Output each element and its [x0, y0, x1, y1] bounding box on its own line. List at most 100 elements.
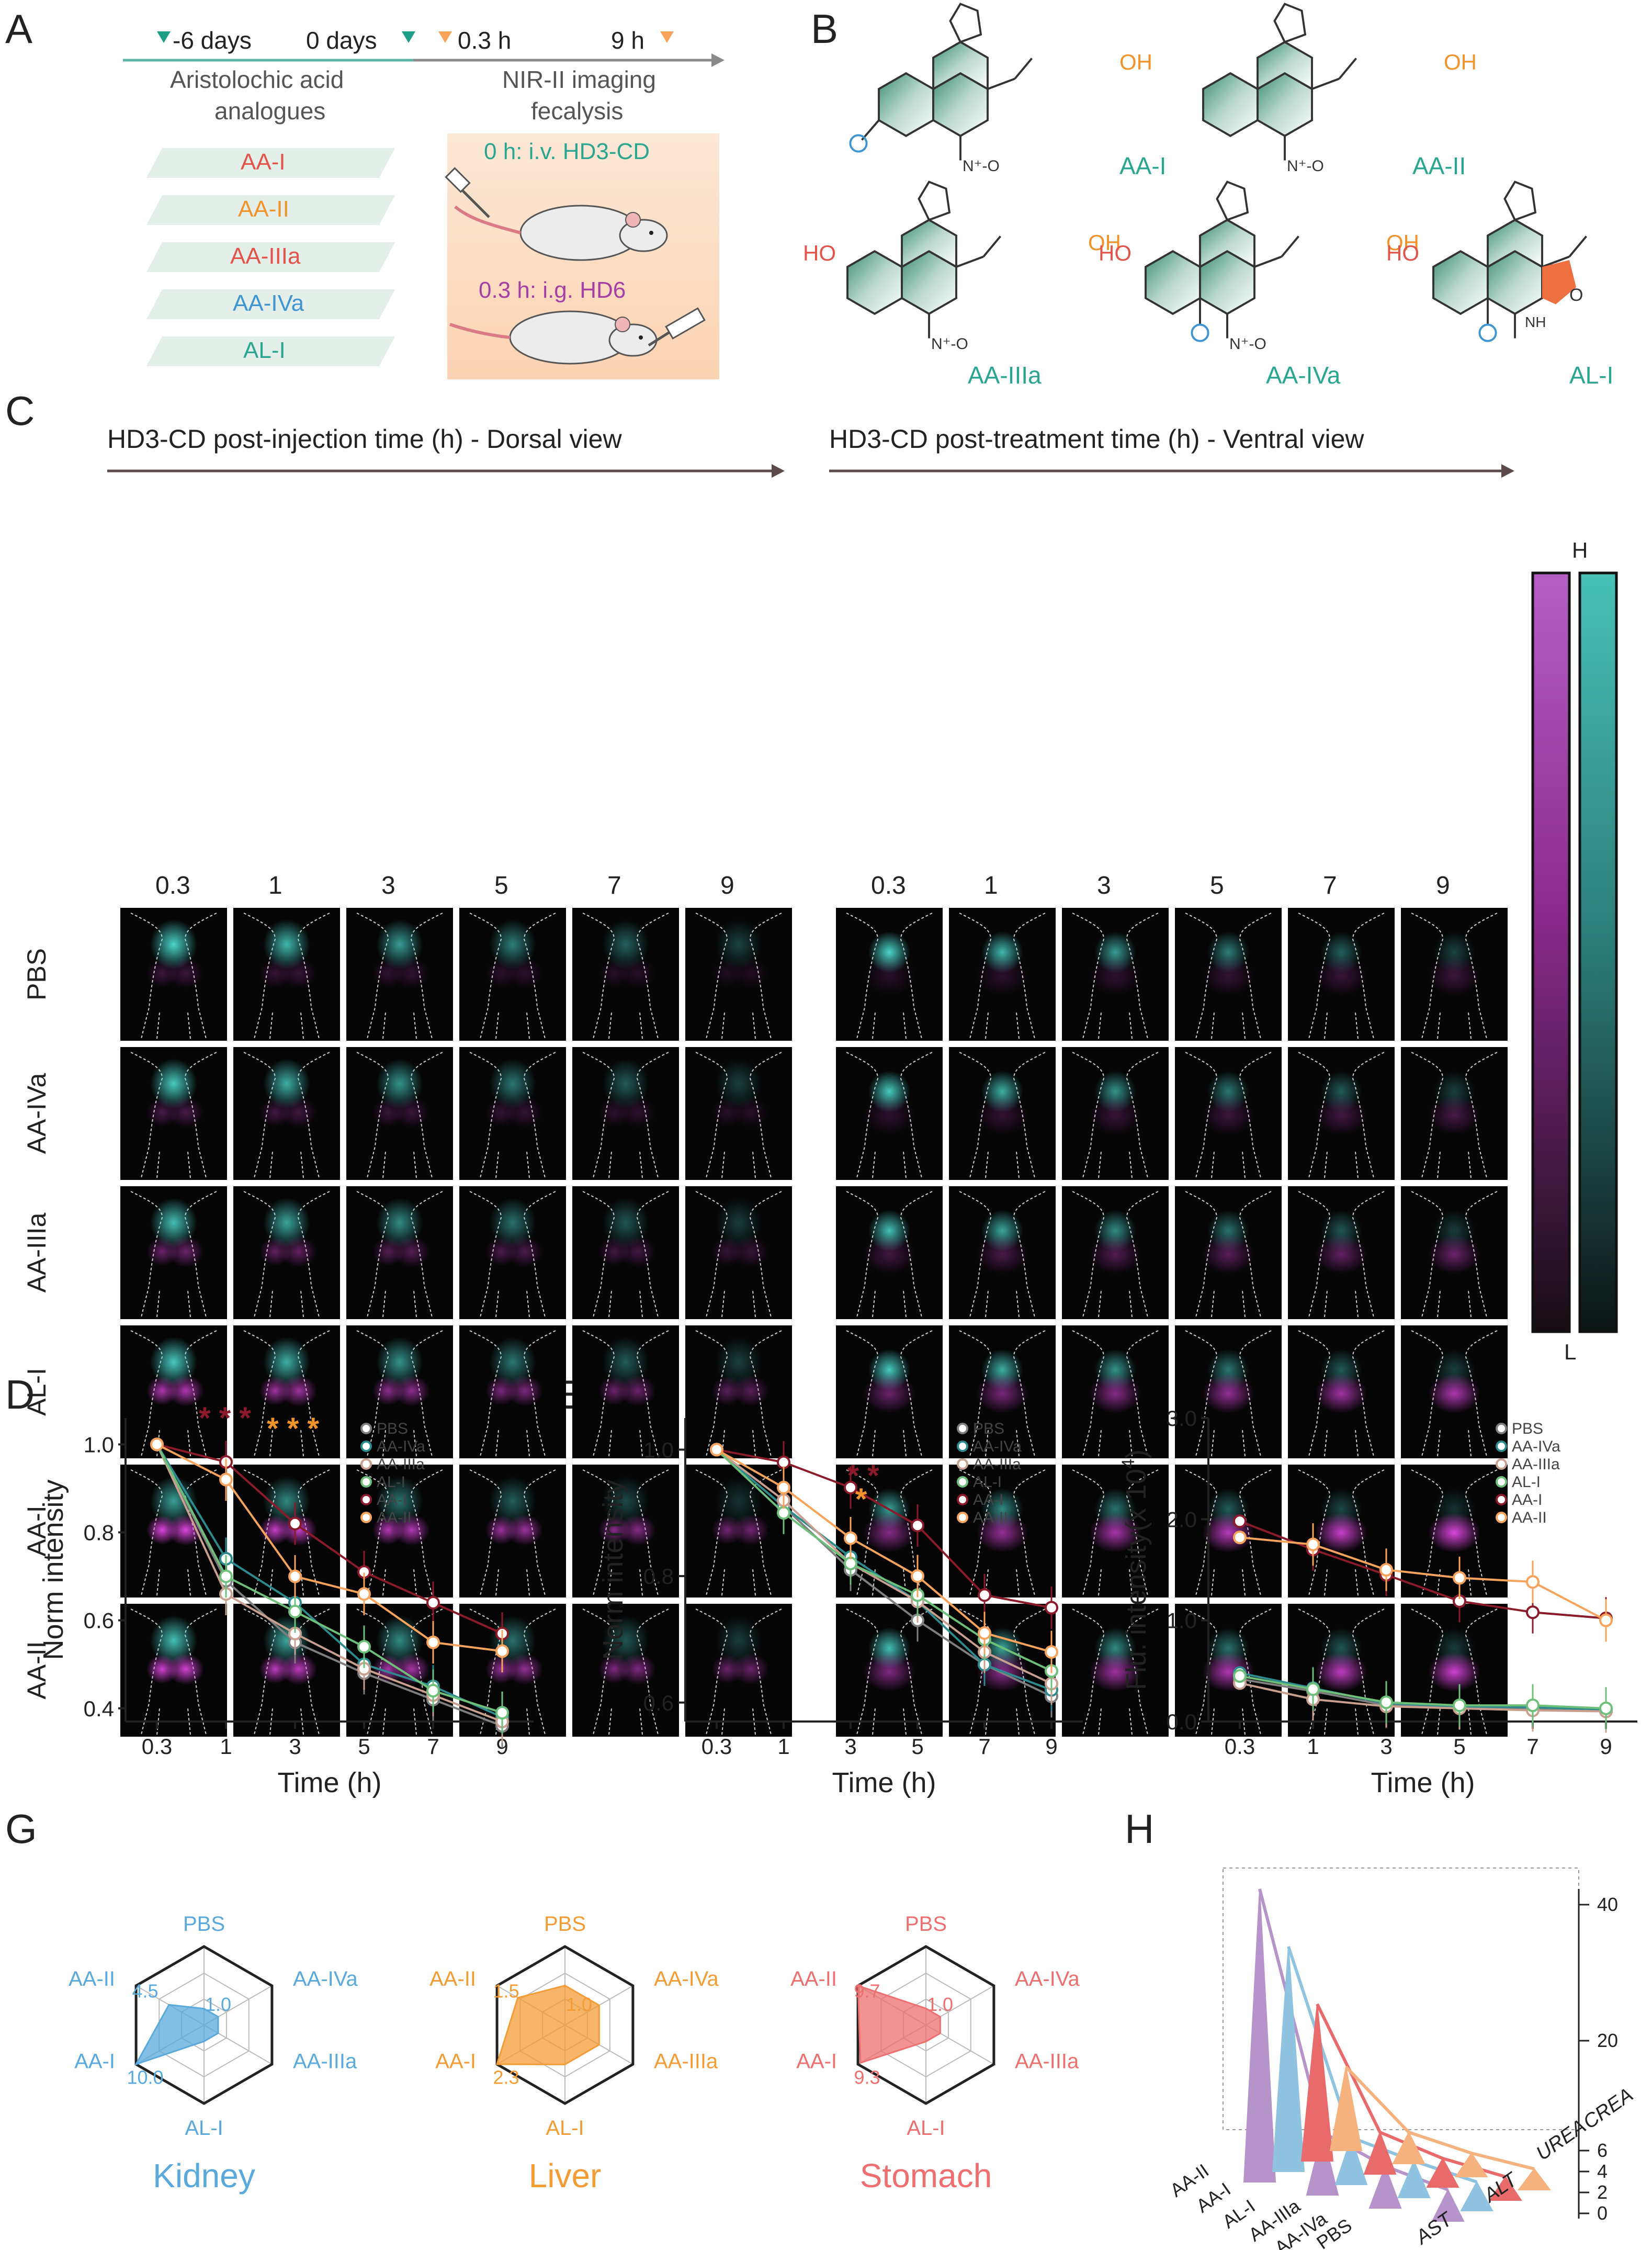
radar-axis-label-1: AA-IVa — [654, 1967, 719, 1990]
legend-label-5: AA-II — [377, 1509, 412, 1526]
image-cell-ventral-1-2 — [1062, 1047, 1169, 1180]
mouse-outline — [1185, 1191, 1272, 1318]
legend-label-1: AA-IVa — [377, 1438, 425, 1455]
y-tick-label-2: 0.8 — [84, 1521, 114, 1545]
x-tick-label-2: 3 — [844, 1734, 856, 1759]
mouse-outline — [243, 1191, 330, 1318]
x-tick-label-0: 0.3 — [1225, 1734, 1255, 1759]
significance-1: * — [855, 1482, 867, 1516]
y-tick-label-3: 1.0 — [84, 1432, 114, 1457]
mouse-outline — [356, 1469, 443, 1596]
timepoint-label-dorsal-0: 0.3 — [155, 872, 190, 899]
data-point — [844, 1480, 857, 1494]
image-cell-dorsal-3-5 — [685, 1325, 792, 1458]
data-point — [1306, 1682, 1320, 1696]
legend-label-3: AL-I — [973, 1473, 1002, 1491]
mouse-outline — [1298, 1608, 1385, 1735]
cone-row-3 — [1329, 2065, 1551, 2190]
legend-marker-0 — [957, 1423, 968, 1434]
radar-axis-label-4: AA-I — [435, 2050, 476, 2073]
structure-aa-iva — [1145, 181, 1300, 342]
series-line-0 — [156, 1444, 503, 1727]
radar-axis-label-2: AA-IIIa — [654, 2050, 718, 2073]
timepoint-label-ventral-0: 0.3 — [871, 872, 906, 899]
radar-axis-label-5: AA-II — [429, 1967, 476, 1990]
data-point — [288, 1516, 302, 1531]
mouse-outline — [846, 1330, 933, 1457]
image-cell-ventral-2-2 — [1062, 1186, 1169, 1319]
image-cell-ventral-5-4 — [1288, 1604, 1395, 1737]
data-point — [150, 1437, 164, 1452]
mouse-outline — [1072, 1608, 1159, 1735]
image-cell-ventral-5-3 — [1175, 1604, 1282, 1737]
o-label-al-i: O — [1569, 285, 1583, 305]
oh-label-aa-ii: OH — [1444, 50, 1477, 74]
mouse-outline — [469, 913, 556, 1039]
x-tick-label-0: 0.3 — [142, 1734, 172, 1759]
data-point — [1453, 1571, 1466, 1585]
series-4 — [1233, 1514, 1613, 1640]
legend-label-4: AA-I — [1512, 1491, 1542, 1509]
z-tick-label-0: 0 — [1597, 2202, 1608, 2224]
mouse-outline — [469, 1330, 556, 1457]
left-caption-line2: analogues — [214, 97, 326, 125]
series-line-4 — [1239, 1520, 1606, 1619]
image-cell-dorsal-2-2 — [346, 1186, 453, 1319]
ventral-title: HD3-CD post-treatment time (h) - Ventral… — [829, 424, 1364, 454]
data-point — [1599, 1701, 1613, 1715]
x-tick-label-4: 7 — [978, 1734, 990, 1759]
image-cell-ventral-2-0 — [836, 1186, 943, 1319]
significance-0: * * — [847, 1459, 879, 1493]
mouse-outline — [582, 913, 669, 1039]
series-line-3 — [156, 1444, 503, 1714]
radar-axis-label-3: AL-I — [546, 2117, 584, 2140]
legend-marker-1 — [957, 1441, 968, 1452]
mouse-outline — [1185, 1330, 1272, 1457]
image-cell-ventral-1-3 — [1175, 1047, 1282, 1180]
significance-0: * * * — [199, 1401, 251, 1435]
image-cell-ventral-3-1 — [949, 1325, 1056, 1458]
compound-label-aa-ii: AA-II — [1412, 152, 1466, 179]
image-cell-ventral-2-3 — [1175, 1186, 1282, 1319]
data-point — [426, 1596, 440, 1610]
data-point — [978, 1588, 991, 1602]
image-cell-ventral-0-0 — [836, 908, 943, 1041]
timeline-label-minus6: -6 days — [173, 27, 252, 54]
legend-marker-4 — [1496, 1494, 1507, 1505]
x-tick-label-5: 9 — [1045, 1734, 1057, 1759]
compound-label-aa-iva: AA-IVa — [1266, 362, 1341, 389]
data-point — [1526, 1605, 1540, 1619]
series-line-2 — [716, 1448, 1052, 1685]
radar-data-area — [134, 2004, 219, 2066]
data-point — [978, 1626, 991, 1640]
image-cell-dorsal-1-5 — [685, 1047, 792, 1180]
h-marker-label-crea: CREA — [1579, 2084, 1637, 2133]
data-point — [357, 1640, 371, 1654]
x-tick-label-5: 9 — [1600, 1734, 1612, 1759]
radar-axis-label-4: AA-I — [74, 2050, 115, 2073]
oh-label-aa-iva: OH — [1386, 230, 1419, 255]
series-5 — [1233, 1523, 1613, 1642]
image-cell-dorsal-0-2 — [346, 908, 453, 1041]
group-label-aa-ii: AA-II — [238, 196, 289, 222]
image-cell-ventral-1-4 — [1288, 1047, 1395, 1180]
y-tick-label-0: 0.4 — [84, 1696, 114, 1721]
mouse-outline — [959, 1052, 1046, 1178]
radar-frame — [134, 1945, 274, 2105]
series-line-4 — [716, 1448, 1052, 1609]
radar-stomach: 1.0 9.3 9.7 PBS AA-IVa AA-IIIa AL-I AA-I AA-II St… — [790, 1913, 1080, 2195]
legend-label-4: AA-I — [377, 1491, 407, 1509]
mouse-outline — [1072, 1469, 1159, 1596]
legend-label-4: AA-I — [973, 1491, 1003, 1509]
mouse-outline — [959, 913, 1046, 1039]
image-cell-ventral-5-2 — [1062, 1604, 1169, 1737]
image-cell-dorsal-0-5 — [685, 908, 792, 1041]
image-cell-dorsal-4-5 — [685, 1465, 792, 1598]
data-point — [1045, 1645, 1058, 1659]
row-label-1: AA-IVa — [22, 1073, 51, 1154]
image-cell-dorsal-1-2 — [346, 1047, 453, 1180]
mouse-outline — [582, 1052, 669, 1178]
mouse-outline — [1298, 1052, 1385, 1178]
